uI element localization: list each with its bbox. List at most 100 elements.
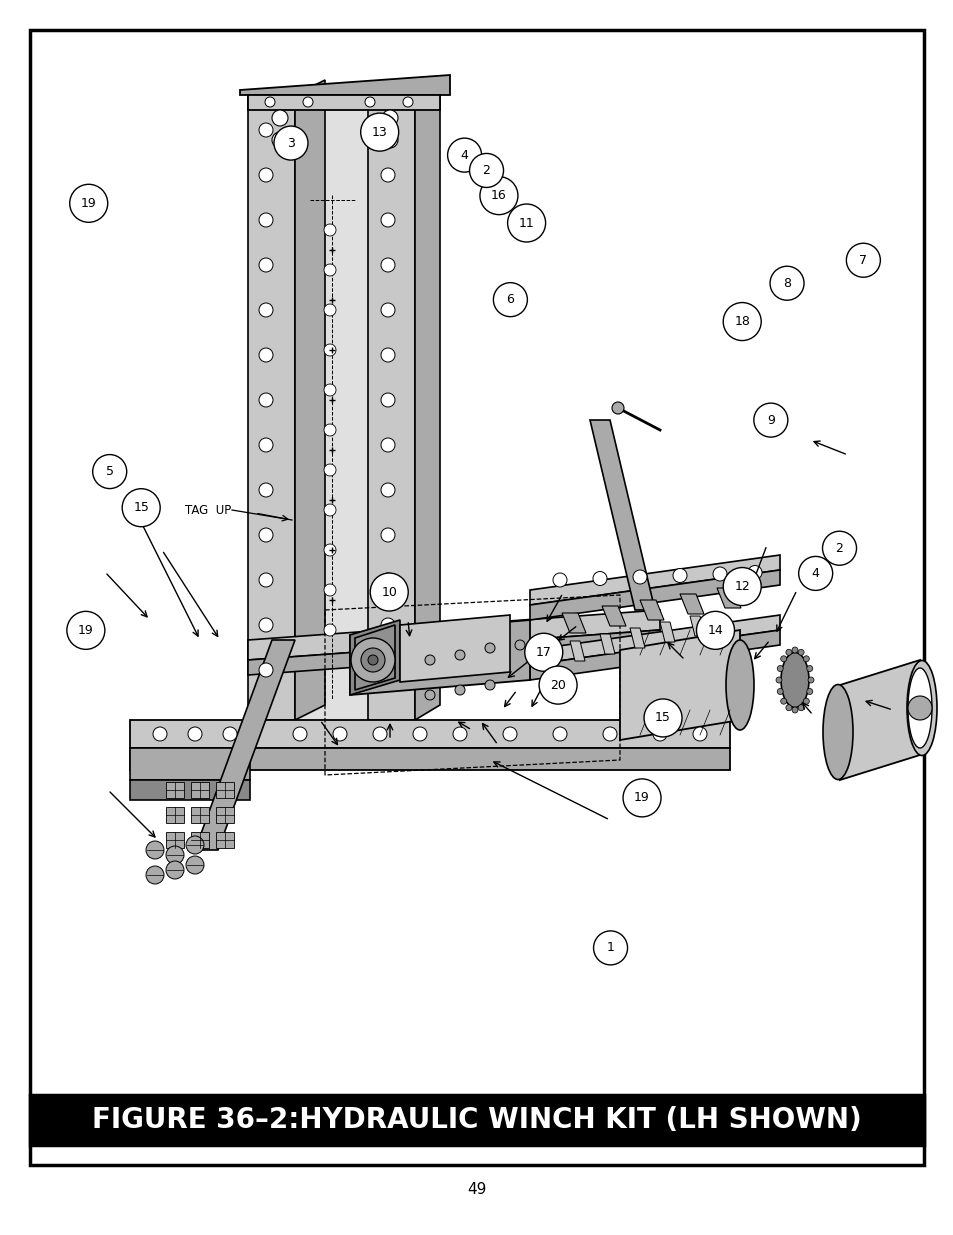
Circle shape (67, 611, 105, 650)
Circle shape (324, 224, 335, 236)
Circle shape (380, 393, 395, 408)
Polygon shape (166, 832, 184, 848)
Circle shape (381, 110, 397, 126)
Polygon shape (530, 615, 780, 664)
Polygon shape (215, 806, 233, 823)
Circle shape (370, 573, 408, 611)
Circle shape (777, 688, 782, 694)
Polygon shape (294, 80, 325, 720)
Circle shape (258, 663, 273, 677)
Polygon shape (659, 622, 675, 642)
Circle shape (821, 531, 856, 566)
Circle shape (380, 303, 395, 317)
Circle shape (845, 243, 880, 277)
Ellipse shape (907, 668, 931, 748)
Circle shape (802, 698, 808, 704)
Circle shape (258, 124, 273, 137)
Text: 6: 6 (506, 293, 514, 306)
Circle shape (524, 634, 562, 672)
Circle shape (424, 690, 435, 700)
Text: 10: 10 (381, 585, 396, 599)
Polygon shape (350, 620, 530, 695)
Circle shape (365, 98, 375, 107)
Polygon shape (248, 630, 659, 676)
Circle shape (507, 204, 545, 242)
Circle shape (122, 489, 160, 526)
Circle shape (265, 98, 274, 107)
Polygon shape (639, 600, 663, 620)
Polygon shape (415, 80, 439, 720)
Text: 15: 15 (133, 501, 149, 514)
Circle shape (258, 393, 273, 408)
Circle shape (402, 98, 413, 107)
Circle shape (798, 557, 832, 590)
Circle shape (493, 283, 527, 316)
Circle shape (70, 184, 108, 222)
Circle shape (593, 572, 606, 585)
Circle shape (324, 345, 335, 356)
Text: 19: 19 (81, 196, 96, 210)
Circle shape (380, 348, 395, 362)
Circle shape (303, 98, 313, 107)
Circle shape (380, 618, 395, 632)
Circle shape (798, 650, 803, 656)
Circle shape (479, 177, 517, 215)
Ellipse shape (725, 640, 753, 730)
Circle shape (380, 212, 395, 227)
Circle shape (380, 529, 395, 542)
Circle shape (380, 483, 395, 496)
Circle shape (780, 656, 786, 662)
Circle shape (258, 529, 273, 542)
Circle shape (272, 132, 288, 148)
Polygon shape (569, 641, 584, 661)
Text: 17: 17 (536, 646, 551, 658)
Circle shape (753, 403, 787, 437)
Circle shape (722, 568, 760, 605)
Polygon shape (601, 606, 625, 626)
Polygon shape (350, 620, 399, 695)
Circle shape (272, 110, 288, 126)
Circle shape (274, 126, 308, 161)
Polygon shape (530, 571, 780, 620)
Polygon shape (130, 748, 729, 769)
Polygon shape (589, 420, 655, 610)
Circle shape (186, 836, 204, 853)
Bar (30, 1095, 923, 1145)
Circle shape (381, 132, 397, 148)
Circle shape (92, 454, 127, 489)
Text: 7: 7 (859, 253, 866, 267)
Polygon shape (166, 782, 184, 798)
Circle shape (553, 727, 566, 741)
Text: 49: 49 (467, 1182, 486, 1198)
Polygon shape (248, 95, 294, 720)
Circle shape (633, 571, 646, 584)
Circle shape (791, 647, 797, 653)
Text: 15: 15 (655, 711, 670, 725)
Text: 13: 13 (372, 126, 387, 138)
Circle shape (672, 568, 686, 583)
Circle shape (807, 677, 813, 683)
Circle shape (258, 303, 273, 317)
Circle shape (791, 706, 797, 713)
Circle shape (775, 677, 781, 683)
Circle shape (188, 727, 202, 741)
Circle shape (622, 779, 660, 816)
Circle shape (324, 504, 335, 516)
Circle shape (413, 727, 427, 741)
Text: FIGURE 36–2:HYDRAULIC WINCH KIT (LH SHOWN): FIGURE 36–2:HYDRAULIC WINCH KIT (LH SHOW… (92, 1107, 861, 1134)
Circle shape (258, 618, 273, 632)
Polygon shape (215, 832, 233, 848)
Circle shape (643, 699, 681, 737)
Polygon shape (629, 629, 644, 648)
Circle shape (258, 438, 273, 452)
Polygon shape (191, 806, 209, 823)
Text: 14: 14 (707, 624, 722, 637)
Circle shape (258, 258, 273, 272)
Circle shape (696, 611, 734, 650)
Circle shape (324, 464, 335, 475)
Circle shape (798, 705, 803, 710)
Text: 11: 11 (518, 216, 534, 230)
Circle shape (324, 384, 335, 396)
Circle shape (712, 567, 726, 580)
Circle shape (502, 727, 517, 741)
